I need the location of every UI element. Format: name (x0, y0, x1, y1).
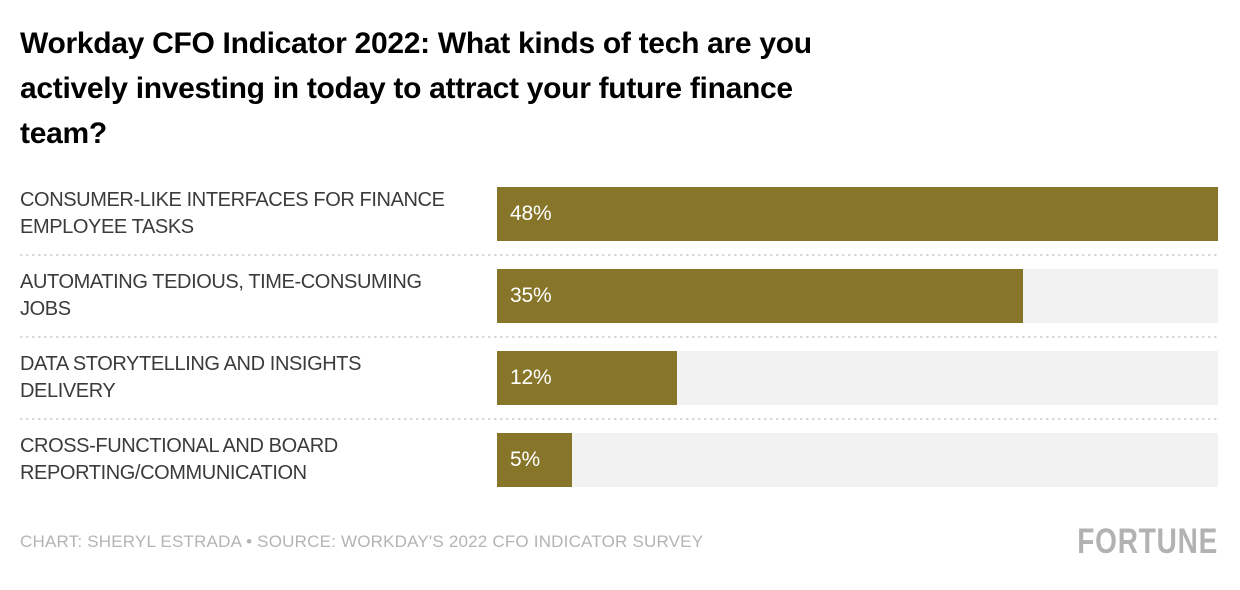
bar-value-label: 12% (510, 366, 552, 389)
chart-title: Workday CFO Indicator 2022: What kinds o… (20, 27, 812, 150)
bar-track: 5% (497, 433, 1218, 487)
row-separator (20, 336, 1218, 338)
row-separator (20, 418, 1218, 420)
fortune-logo: FORTUNE (1077, 522, 1218, 561)
bar-fill: 5% (497, 433, 573, 487)
bar-fill: 12% (497, 351, 678, 405)
category-label: CONSUMER-LIKE INTERFACES FOR FINANCE EMP… (20, 189, 445, 238)
bar-value-label: 5% (510, 448, 540, 471)
chart-content: Workday CFO Indicator 2022: What kinds o… (0, 21, 1240, 561)
category-label: CROSS-FUNCTIONAL AND BOARD REPORTING/COM… (20, 435, 338, 484)
chart-row: AUTOMATING TEDIOUS, TIME-CONSUMING JOBS … (20, 269, 1218, 323)
chart-row: CROSS-FUNCTIONAL AND BOARD REPORTING/COM… (20, 433, 1218, 487)
bar-chart: CONSUMER-LIKE INTERFACES FOR FINANCE EMP… (20, 187, 1218, 487)
chart-footer: CHART: SHERYL ESTRADA • SOURCE: WORKDAY'… (20, 522, 1218, 561)
bar-fill: 35% (497, 269, 1023, 323)
row-separator (20, 254, 1218, 256)
category-label: DATA STORYTELLING AND INSIGHTS DELIVERY (20, 353, 362, 402)
bar-value-label: 48% (510, 202, 552, 225)
bar-value-label: 35% (510, 284, 552, 307)
category-label: AUTOMATING TEDIOUS, TIME-CONSUMING JOBS (20, 271, 422, 320)
bar-track: 48% (497, 187, 1218, 241)
chart-row: CONSUMER-LIKE INTERFACES FOR FINANCE EMP… (20, 187, 1218, 241)
bar-fill: 48% (497, 187, 1218, 241)
bar-track: 35% (497, 269, 1218, 323)
bar-track: 12% (497, 351, 1218, 405)
chart-row: DATA STORYTELLING AND INSIGHTS DELIVERY … (20, 351, 1218, 405)
credit-line: CHART: SHERYL ESTRADA • SOURCE: WORKDAY'… (20, 532, 704, 551)
